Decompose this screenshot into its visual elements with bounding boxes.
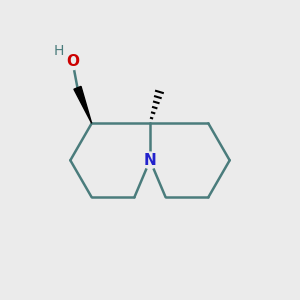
Text: H: H — [53, 44, 64, 58]
Text: O: O — [66, 54, 79, 69]
Circle shape — [142, 152, 158, 169]
Polygon shape — [74, 86, 92, 123]
Circle shape — [64, 53, 81, 70]
Text: N: N — [144, 153, 156, 168]
